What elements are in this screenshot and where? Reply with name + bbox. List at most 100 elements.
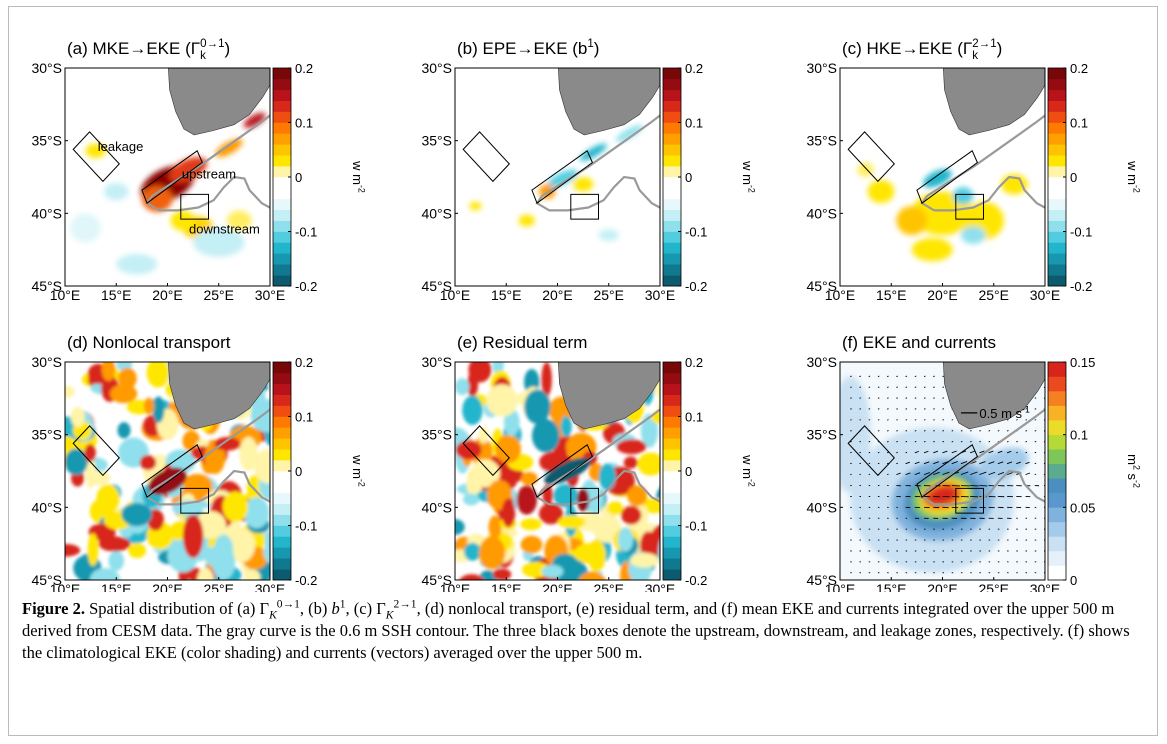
current-vector — [1025, 461, 1030, 465]
colorbar-tick-label: 0.1 — [1070, 116, 1088, 131]
colorbar-band — [663, 492, 681, 504]
colorbar-tick-label: 0.2 — [1070, 61, 1088, 76]
lon-tick-label: 25°E — [593, 581, 624, 592]
zone-label: leakage — [98, 139, 144, 154]
colorbar-band — [663, 144, 681, 156]
current-vector — [1016, 419, 1018, 421]
current-vector — [942, 408, 945, 410]
lon-tick-label: 15°E — [101, 287, 132, 303]
lat-tick-label: 45°S — [421, 572, 452, 588]
caption-part: b — [331, 599, 340, 618]
field-patch — [911, 238, 953, 262]
map — [65, 68, 270, 286]
colorbar-band — [273, 198, 291, 210]
current-vector — [859, 419, 862, 421]
colorbar-band — [1048, 536, 1066, 552]
field-patch — [630, 552, 659, 568]
caption-part: 1 — [339, 598, 346, 611]
current-vector — [951, 419, 954, 421]
lat-tick-label: 35°S — [806, 133, 837, 149]
zone-box — [462, 425, 510, 477]
panel: 10°E 15°E 20°E 25°E 30°E 30°S 35°S 40°S 45°S (a) … — [31, 38, 366, 303]
colorbar-band — [663, 155, 681, 167]
current-vector — [914, 397, 917, 399]
colorbar-band — [1048, 449, 1066, 465]
colorbar-band — [663, 405, 681, 417]
current-vector — [850, 408, 852, 410]
colorbar-band — [273, 133, 291, 145]
colorbar-tick-label: -0.1 — [685, 225, 707, 240]
colorbar-band — [663, 68, 681, 80]
lat-tick-label: 30°S — [421, 354, 452, 370]
colorbar-tick-label: 0 — [685, 170, 692, 185]
current-vector — [1025, 430, 1028, 432]
current-vector — [859, 451, 862, 454]
ssh-contour — [145, 114, 270, 212]
lon-tick-label: 20°E — [927, 581, 958, 592]
lat-tick-label: 30°S — [31, 60, 62, 76]
current-vector — [1006, 450, 1012, 454]
field-patch — [101, 362, 116, 382]
text-part: (d) Nonlocal transport — [67, 333, 231, 352]
current-vector — [923, 419, 926, 421]
current-vector — [1034, 451, 1037, 454]
colorbar-band — [273, 394, 291, 406]
field-patch — [615, 124, 643, 142]
text-part: ) — [594, 39, 600, 58]
current-vector — [896, 386, 898, 388]
field-patch — [455, 519, 465, 535]
lat-tick-label: 40°S — [31, 205, 62, 221]
current-vector — [914, 450, 919, 454]
field-patch — [170, 210, 196, 231]
current-vector — [896, 451, 898, 454]
colorbar-band — [273, 122, 291, 134]
land — [168, 68, 270, 136]
colorbar-band — [273, 438, 291, 450]
zone-box — [916, 444, 979, 498]
field-patch — [607, 501, 624, 515]
current-vector — [942, 430, 945, 432]
field-patch — [109, 384, 138, 404]
current-vector — [877, 462, 880, 465]
field-patch — [492, 568, 512, 580]
colorbar-tick-label: 0.1 — [685, 410, 703, 425]
field-patch — [96, 484, 120, 514]
current-vector — [850, 451, 852, 454]
colorbar-band — [1048, 198, 1066, 210]
current-vector — [942, 440, 945, 443]
field-patch — [857, 162, 874, 177]
colorbar-band — [663, 253, 681, 265]
field-patch — [243, 569, 261, 580]
zone-box — [847, 131, 895, 183]
field-patch — [623, 456, 638, 469]
current-vector — [850, 419, 852, 421]
field-patch — [960, 226, 986, 244]
current-vector — [970, 471, 978, 476]
current-vector — [886, 430, 889, 432]
current-vector — [877, 386, 880, 388]
current-vector — [997, 461, 1004, 465]
current-vector — [997, 430, 1000, 432]
colorbar-band — [273, 100, 291, 112]
colorbar-units: w m-2 — [1125, 160, 1141, 193]
field-patch — [520, 471, 538, 486]
field-patch — [468, 362, 492, 383]
colorbar-band — [1048, 187, 1066, 200]
colorbar-band — [273, 177, 291, 189]
text-part: w m — [1125, 160, 1140, 185]
colorbar-tick-label: 0.1 — [295, 410, 313, 425]
current-vector — [850, 375, 852, 377]
colorbar-band — [663, 372, 681, 385]
text-part: ) — [225, 39, 231, 58]
colorbar-band — [1048, 253, 1066, 265]
caption-part: 2→1 — [393, 598, 417, 611]
field-patch — [108, 550, 125, 571]
field-patch — [455, 378, 470, 396]
current-vector — [933, 471, 940, 476]
current-vector — [850, 430, 852, 432]
current-vector — [942, 375, 945, 377]
field-patch — [215, 138, 243, 158]
current-vector — [942, 397, 945, 399]
current-vector — [886, 419, 889, 421]
